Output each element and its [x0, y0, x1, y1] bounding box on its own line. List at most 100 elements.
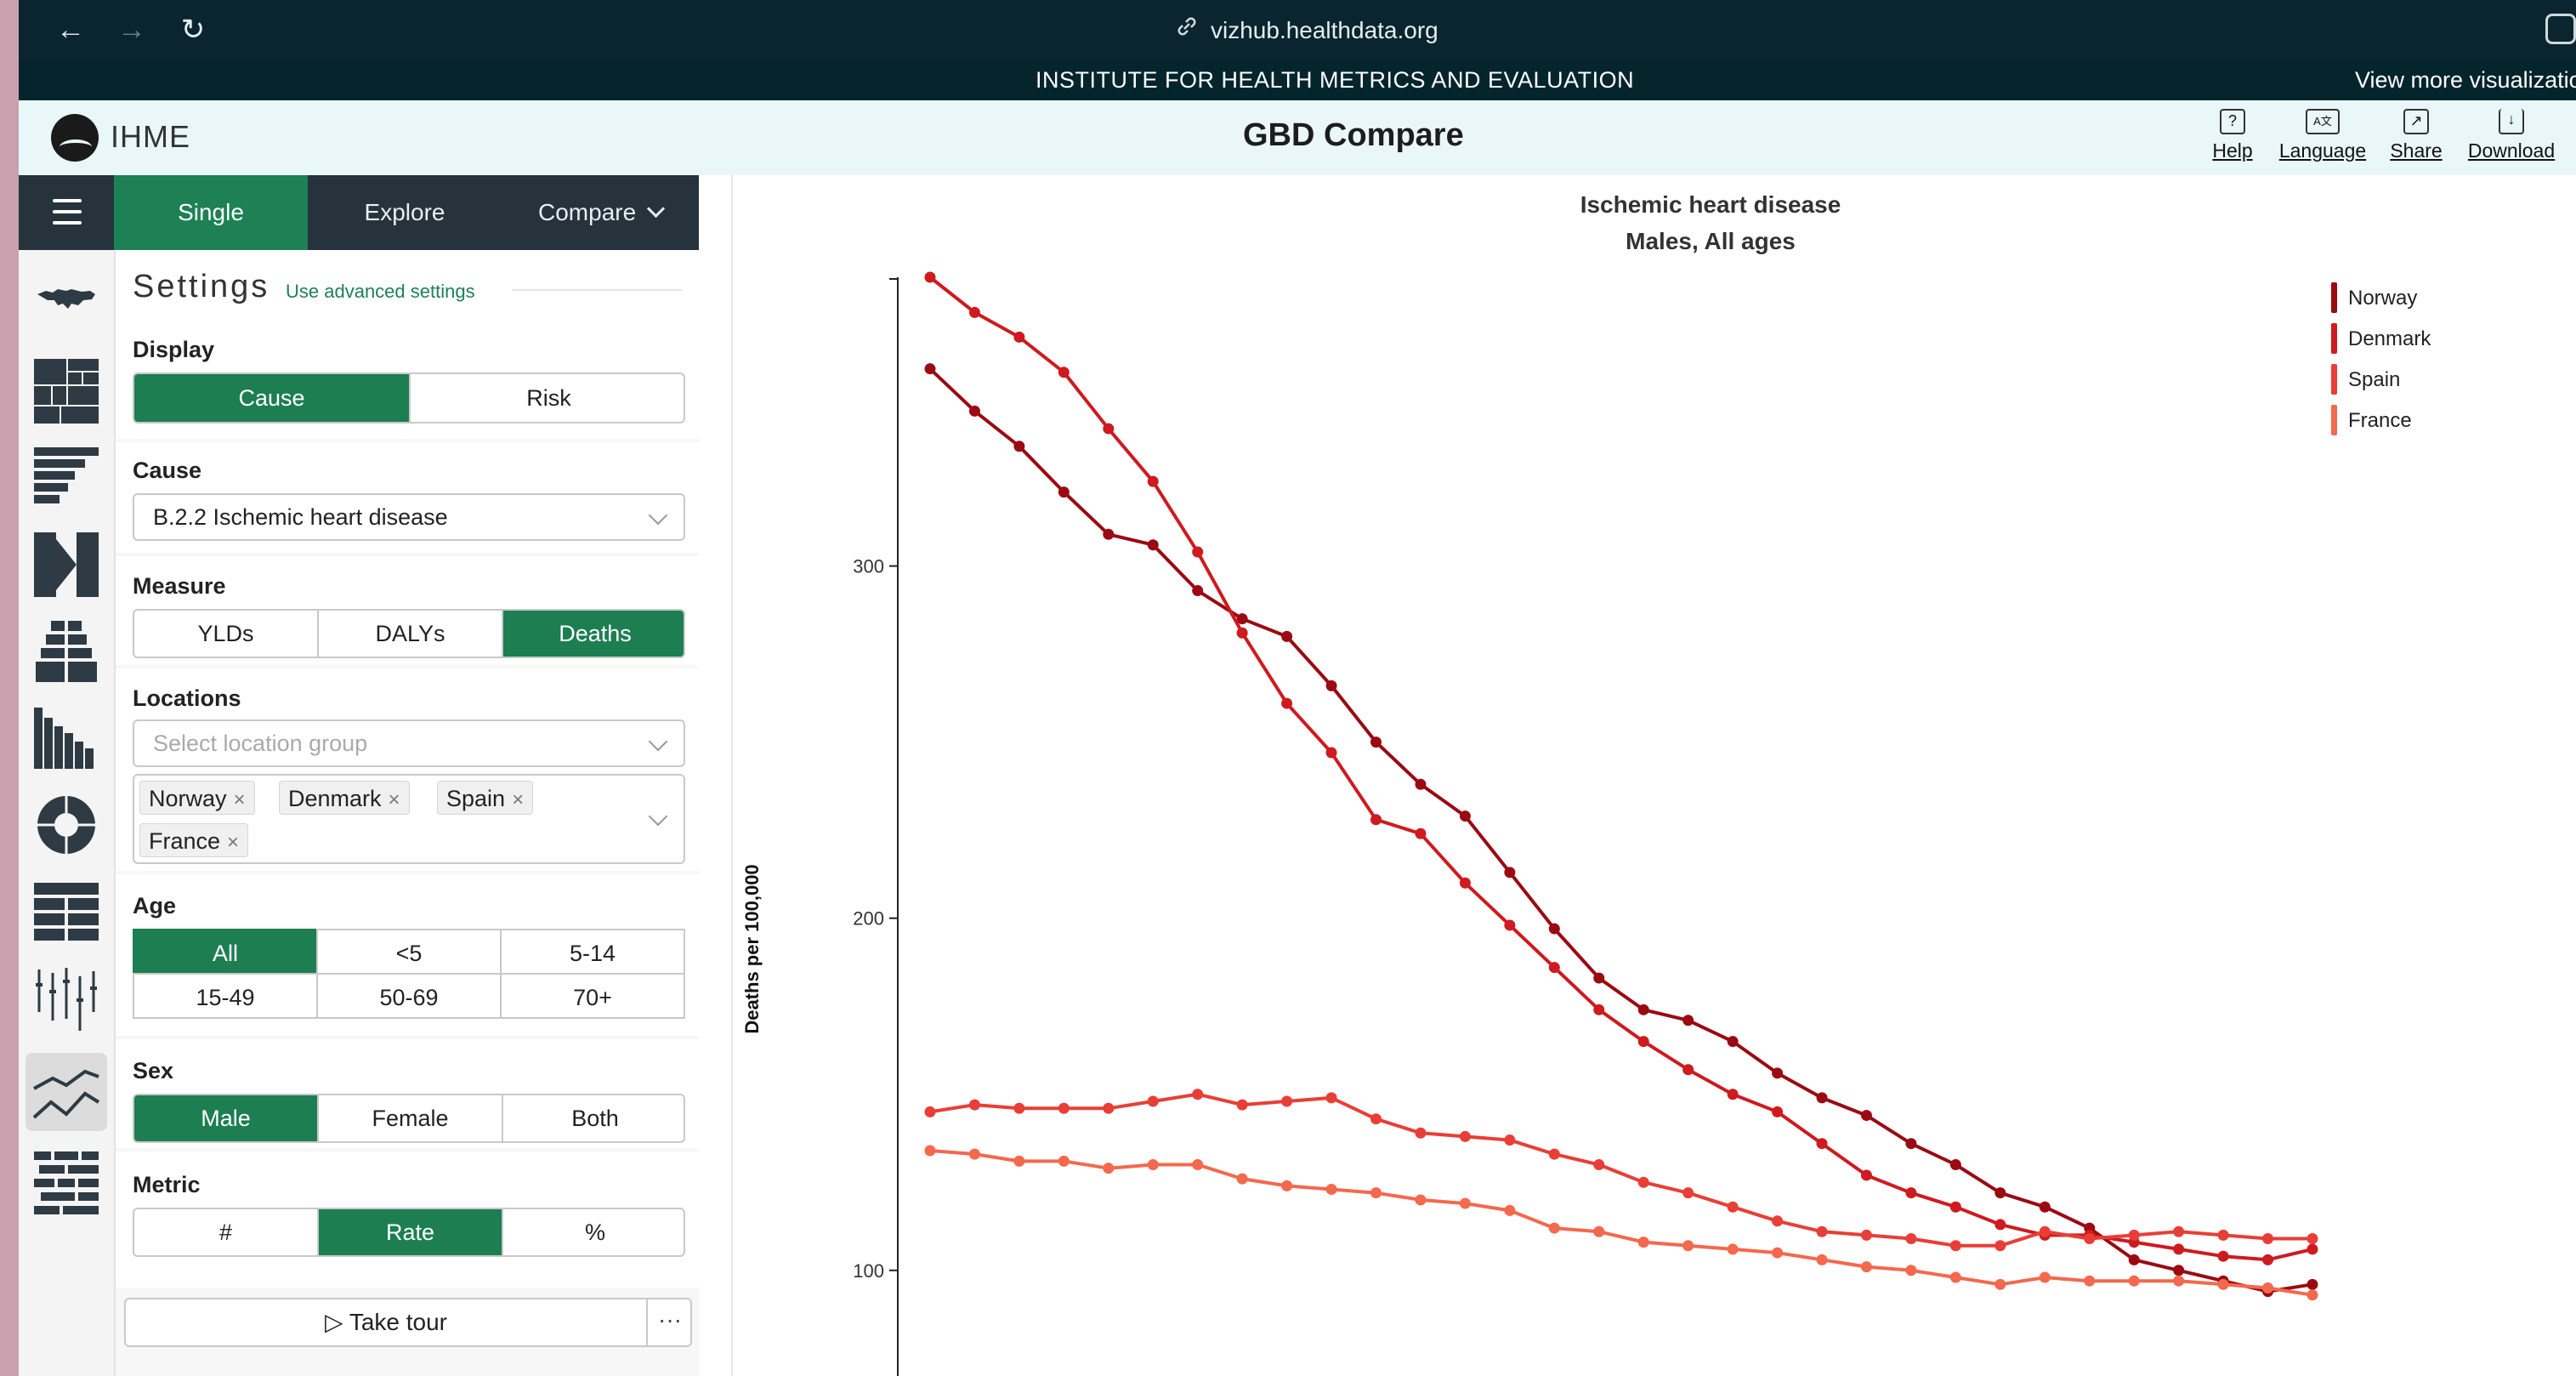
- chip-label: Norway: [149, 786, 227, 811]
- legend-swatch-norway: [2331, 282, 2337, 313]
- pyramid-icon[interactable]: [32, 617, 100, 685]
- sex-label: Sex: [133, 1058, 174, 1083]
- stacked-bar-icon[interactable]: [32, 444, 100, 512]
- address-bar[interactable]: vizhub.healthdata.org: [1175, 14, 1438, 48]
- data-point-france: [1816, 1254, 1828, 1265]
- heatmap-icon[interactable]: [32, 1148, 100, 1216]
- cause-label: Cause: [133, 458, 202, 483]
- institute-bar: INSTITUTE FOR HEALTH METRICS AND EVALUAT…: [19, 60, 2576, 100]
- close-icon[interactable]: ×: [512, 788, 525, 811]
- data-point-france: [2173, 1275, 2185, 1287]
- data-point-france: [924, 1145, 936, 1157]
- data-point-denmark: [1459, 877, 1471, 889]
- data-point-france: [1058, 1155, 1070, 1167]
- data-point-spain: [1772, 1215, 1784, 1227]
- more-options-icon[interactable]: ···: [658, 1306, 682, 1333]
- data-point-norway: [1994, 1187, 2006, 1199]
- sex-both-button[interactable]: Both: [571, 1106, 619, 1131]
- close-icon[interactable]: ×: [388, 788, 400, 811]
- back-icon[interactable]: ←: [56, 14, 85, 46]
- ihme-logo-icon[interactable]: [51, 114, 99, 162]
- treemap-icon[interactable]: [32, 357, 100, 425]
- cause-select[interactable]: B.2.2 Ischemic heart disease: [133, 493, 685, 541]
- location-chip-spain[interactable]: Spain ×: [437, 781, 534, 815]
- share-link[interactable]: ↗ Share: [2384, 109, 2448, 162]
- sunburst-icon[interactable]: [32, 791, 100, 859]
- tab-single[interactable]: Single: [114, 175, 308, 250]
- age-15-49-button[interactable]: 15-49: [133, 973, 318, 1019]
- location-group-select[interactable]: Select location group: [133, 719, 685, 767]
- chevron-down-icon: [646, 199, 666, 219]
- close-icon[interactable]: ×: [233, 788, 246, 811]
- measure-ylds-button[interactable]: YLDs: [134, 611, 319, 657]
- metric-percent-button[interactable]: %: [584, 1220, 605, 1245]
- measure-dalys-button[interactable]: DALYs: [319, 611, 503, 657]
- download-link[interactable]: ↓ Download: [2460, 109, 2562, 162]
- data-point-france: [2084, 1275, 2096, 1287]
- language-link[interactable]: A文 Language: [2273, 109, 2372, 162]
- data-point-spain: [2217, 1229, 2229, 1241]
- chart-subtitle: Males, All ages: [1626, 228, 1796, 254]
- help-link[interactable]: ? Help: [2207, 109, 2258, 162]
- tab-compare[interactable]: Compare: [502, 175, 699, 250]
- tour-bar: ▷ Take tour ···: [124, 1298, 692, 1347]
- data-point-spain: [924, 1106, 936, 1117]
- series-lines: [924, 271, 2318, 1301]
- data-point-france: [2128, 1275, 2140, 1287]
- bar-chart-icon[interactable]: [32, 704, 100, 772]
- sex-male-button[interactable]: Male: [134, 1095, 319, 1141]
- data-point-france: [1905, 1265, 1917, 1276]
- divider: [512, 289, 682, 291]
- data-point-france: [1682, 1240, 1694, 1252]
- data-point-denmark: [1593, 1004, 1605, 1015]
- table-icon[interactable]: [32, 878, 100, 946]
- measure-deaths-button[interactable]: Deaths: [503, 611, 684, 657]
- metric-number-button[interactable]: #: [134, 1209, 319, 1255]
- data-point-norway: [1281, 630, 1293, 642]
- tab-explore[interactable]: Explore: [364, 199, 445, 225]
- data-point-norway: [1772, 1067, 1784, 1079]
- data-point-norway: [1682, 1015, 1694, 1026]
- age-all-button[interactable]: All: [133, 929, 318, 975]
- map-icon[interactable]: [32, 267, 100, 335]
- hamburger-menu-icon[interactable]: [53, 199, 82, 225]
- metric-rate-button[interactable]: Rate: [319, 1209, 503, 1255]
- age-70plus-button[interactable]: 70+: [500, 973, 685, 1019]
- data-point-france: [968, 1148, 980, 1160]
- logo-text[interactable]: IHME: [111, 119, 190, 154]
- data-point-denmark: [1548, 962, 1560, 974]
- chevron-down-icon: [648, 806, 668, 827]
- close-icon[interactable]: ×: [227, 831, 240, 854]
- locations-label: Locations: [133, 685, 241, 711]
- age-5-14-button[interactable]: 5-14: [500, 929, 685, 975]
- data-point-norway: [1058, 486, 1070, 498]
- data-point-spain: [1281, 1095, 1293, 1107]
- data-point-denmark: [1325, 747, 1337, 759]
- cause-select-value: B.2.2 Ischemic heart disease: [153, 504, 448, 530]
- display-cause-button[interactable]: Cause: [134, 374, 411, 422]
- forward-icon[interactable]: →: [117, 14, 146, 46]
- advanced-settings-link[interactable]: Use advanced settings: [286, 281, 475, 302]
- location-chip-france[interactable]: France ×: [139, 823, 249, 857]
- data-point-france: [2306, 1289, 2318, 1301]
- view-more-link[interactable]: View more visualizatio: [2355, 67, 2576, 93]
- line-chart-tab[interactable]: [26, 1053, 107, 1131]
- data-point-denmark: [1860, 1169, 1872, 1181]
- arrow-diagram-icon[interactable]: [32, 531, 100, 599]
- data-point-denmark: [2306, 1243, 2318, 1255]
- location-chip-norway[interactable]: Norway ×: [139, 781, 255, 815]
- take-tour-button[interactable]: ▷ Take tour: [126, 1299, 648, 1345]
- sex-female-button[interactable]: Female: [319, 1095, 503, 1141]
- institute-title[interactable]: INSTITUTE FOR HEALTH METRICS AND EVALUAT…: [1036, 67, 1635, 93]
- extension-icon[interactable]: [2545, 14, 2576, 44]
- age-under5-button[interactable]: <5: [316, 929, 502, 975]
- locations-multiselect[interactable]: Norway × Denmark × Spain × France ×: [133, 774, 685, 864]
- age-50-69-button[interactable]: 50-69: [316, 973, 502, 1019]
- reload-icon[interactable]: ↻: [180, 14, 206, 46]
- location-chip-denmark[interactable]: Denmark ×: [279, 781, 410, 815]
- display-risk-button[interactable]: Risk: [526, 385, 571, 411]
- range-plot-icon[interactable]: [32, 964, 100, 1032]
- tab-compare-label: Compare: [538, 199, 637, 225]
- sex-toggle: Male Female Both: [133, 1094, 685, 1143]
- data-point-france: [2262, 1282, 2274, 1294]
